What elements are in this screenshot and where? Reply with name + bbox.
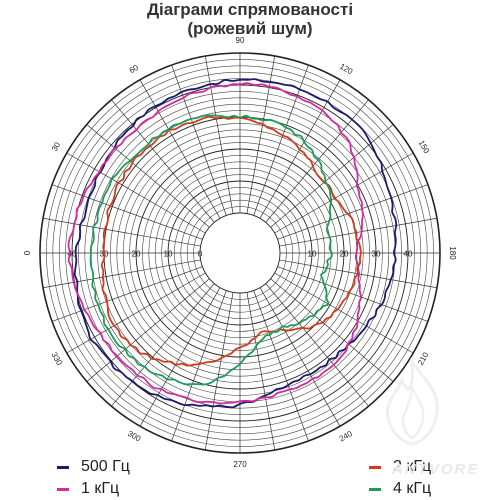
- grid-spoke: [277, 266, 429, 322]
- grid-spoke: [139, 79, 221, 219]
- grid-spoke: [274, 152, 414, 234]
- legend-label-4khz: 4 кГц: [393, 480, 432, 497]
- grid-spoke: [51, 266, 203, 322]
- radial-tick-label: 30: [372, 250, 381, 259]
- grid-spoke: [270, 124, 394, 228]
- grid-spoke: [171, 290, 227, 442]
- grid-spoke: [259, 287, 341, 427]
- grid-spoke: [51, 184, 203, 240]
- grid-ring: [199, 212, 281, 294]
- grid-spoke: [274, 272, 414, 354]
- radial-tick-label: 0: [198, 250, 203, 259]
- series-line-1-кгц: [67, 82, 364, 405]
- watermark-text: ANTVORE: [392, 461, 480, 478]
- grid-spoke: [42, 259, 201, 289]
- legend-swatch-1khz: [57, 487, 69, 491]
- polar-grid: [39, 52, 441, 454]
- angle-label: 300: [126, 429, 143, 444]
- angle-label: 0: [23, 250, 32, 255]
- grid-ring: [186, 199, 294, 307]
- series-line-2-кгц: [100, 115, 362, 367]
- grid-spoke: [139, 287, 221, 427]
- radial-tick-label: 40: [68, 250, 77, 259]
- radial-tick-label: 10: [308, 250, 317, 259]
- grid-spoke: [246, 292, 276, 451]
- grid-spoke: [270, 278, 394, 382]
- grid-spoke: [66, 152, 206, 234]
- legend-item-4khz: 4 кГц: [369, 479, 431, 499]
- legend-item-500hz: 500 Гц: [57, 457, 130, 477]
- radial-tick-label: 10: [164, 250, 173, 259]
- grid-spoke: [265, 99, 369, 223]
- radial-tick-label: 20: [340, 250, 349, 259]
- angle-label: 330: [50, 351, 65, 368]
- series-line-500-гц: [73, 78, 398, 409]
- legend-item-2khz: 2 кГц: [369, 457, 431, 477]
- radial-tick-label: 40: [404, 250, 413, 259]
- grid-spoke: [42, 217, 201, 247]
- legend-label-1khz: 1 кГц: [81, 480, 120, 497]
- grid-spoke: [171, 64, 227, 216]
- legend-swatch-500hz: [57, 465, 69, 469]
- angle-label: 90: [236, 36, 245, 45]
- legend-label-2khz: 2 кГц: [393, 458, 432, 475]
- radial-tick-label: 20: [132, 250, 141, 259]
- angle-label: 120: [338, 62, 355, 77]
- chart-subtitle: (рожевий шум): [187, 19, 313, 38]
- legend-swatch-4khz: [369, 487, 381, 491]
- angle-label: 240: [338, 429, 355, 444]
- grid-spoke: [204, 55, 234, 214]
- grid-spoke: [279, 217, 438, 247]
- grid-spoke: [86, 278, 210, 382]
- angle-label: 60: [128, 63, 141, 76]
- grid-spoke: [86, 124, 210, 228]
- grid-spoke: [111, 283, 215, 407]
- grid-spoke: [111, 99, 215, 223]
- grid-spoke: [253, 290, 309, 442]
- grid-spoke: [204, 292, 234, 451]
- legend-swatch-2khz: [369, 465, 381, 469]
- angle-label: 270: [233, 460, 247, 469]
- angle-label: 30: [50, 140, 63, 153]
- angle-label: 150: [417, 139, 432, 156]
- watermark-flame-logo: [385, 358, 439, 446]
- chart-title: Діаграми спрямованості: [146, 0, 354, 19]
- series-line-4-кгц: [89, 114, 333, 386]
- legend-item-1khz: 1 кГц: [57, 479, 119, 499]
- grid-spoke: [277, 184, 429, 240]
- grid-spoke: [265, 283, 369, 407]
- grid-ring: [193, 206, 287, 300]
- angle-label: 180: [448, 246, 457, 260]
- legend-label-500hz: 500 Гц: [81, 458, 130, 475]
